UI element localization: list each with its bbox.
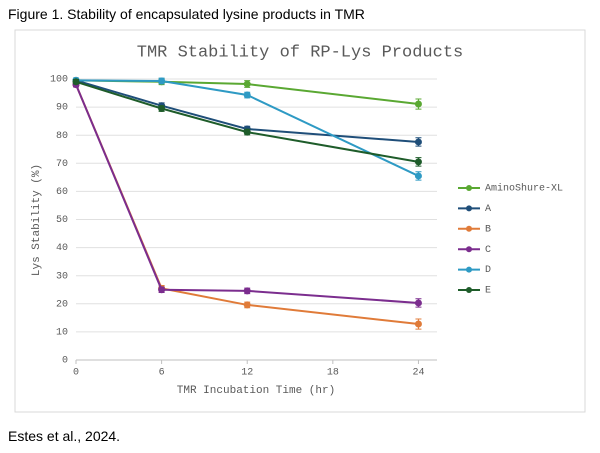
legend-marker [466, 246, 472, 253]
series-line [75, 79, 419, 177]
y-tick-label: 40 [56, 243, 68, 254]
source-note: Estes et al., 2024. [8, 428, 121, 444]
y-tick-label: 90 [56, 103, 68, 114]
data-point [243, 128, 251, 136]
x-tick-label: 6 [159, 368, 165, 379]
y-tick-label: 50 [56, 215, 68, 226]
y-axis-label: Lys Stability (%) [31, 164, 43, 276]
x-tick-label: 0 [73, 368, 79, 379]
legend-marker [466, 185, 472, 191]
data-point [414, 172, 422, 180]
data-point [72, 78, 80, 86]
figure-caption: Figure 1. Stability of encapsulated lysi… [8, 6, 365, 22]
x-axis-label: TMR Incubation Time (hr) [177, 385, 335, 397]
y-tick-label: 10 [56, 328, 68, 339]
data-point [243, 91, 251, 99]
legend-label: E [485, 286, 491, 297]
data-point [414, 138, 422, 146]
series-line [75, 84, 419, 304]
x-tick-label: 24 [412, 368, 424, 379]
data-point [158, 286, 166, 294]
x-tick-label: 18 [327, 368, 339, 379]
legend-marker [466, 266, 472, 273]
chart-border [14, 29, 586, 413]
series-line [75, 80, 419, 163]
legend-label: C [485, 245, 491, 256]
y-tick-label: 70 [56, 159, 68, 170]
legend-marker [466, 287, 472, 293]
y-tick-label: 80 [56, 131, 68, 142]
legend-marker [466, 225, 472, 232]
y-tick-label: 60 [56, 187, 68, 198]
data-point [414, 320, 422, 328]
data-point [414, 299, 422, 307]
y-tick-label: 0 [62, 356, 68, 367]
chart-title: TMR Stability of RP-Lys Products [137, 43, 463, 62]
data-point [243, 80, 251, 88]
data-point [414, 100, 422, 108]
legend-marker [466, 205, 472, 212]
y-tick-label: 30 [56, 271, 68, 282]
legend-label: B [485, 224, 491, 235]
data-point [414, 158, 422, 166]
data-point [158, 77, 166, 85]
y-tick-label: 20 [56, 299, 68, 310]
data-point [243, 287, 251, 295]
legend-label: A [485, 204, 491, 215]
legend-label: D [485, 265, 491, 276]
data-point [158, 105, 166, 113]
x-tick-label: 12 [241, 368, 253, 379]
data-point [243, 301, 251, 309]
legend-label: AminoShure-XL [485, 183, 563, 195]
y-tick-label: 100 [50, 75, 68, 86]
